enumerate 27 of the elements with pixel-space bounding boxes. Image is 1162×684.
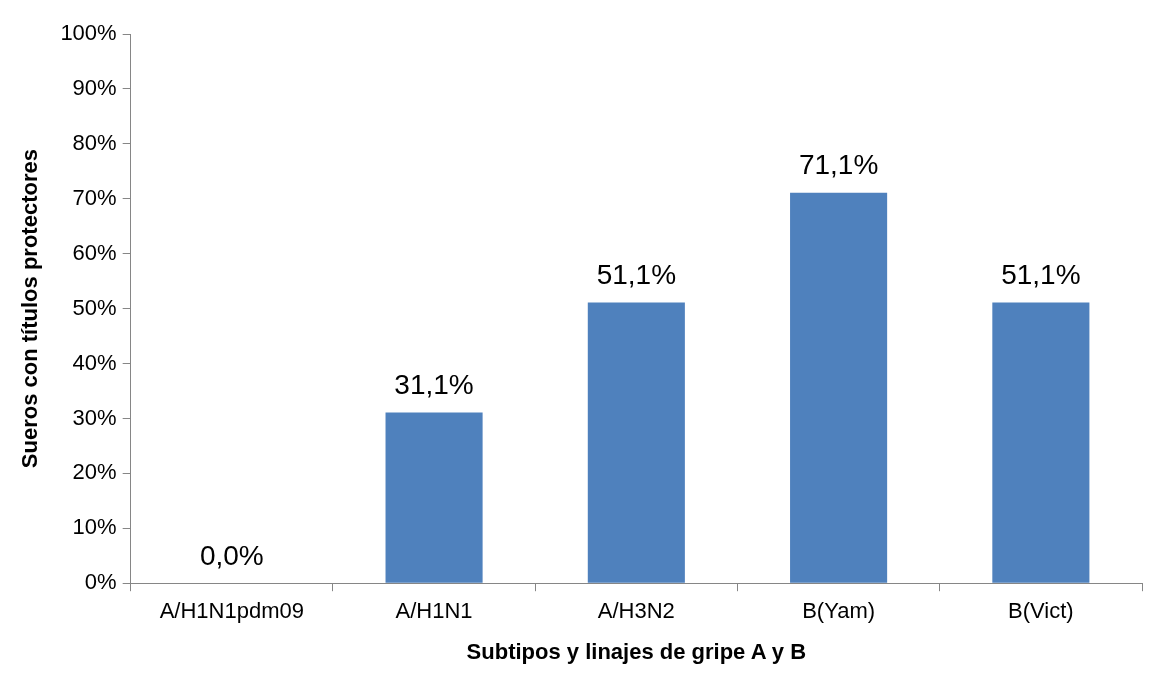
y-tick-label: 80% bbox=[72, 129, 117, 155]
data-label: 51,1% bbox=[596, 259, 677, 291]
x-tick-label: A/H3N2 bbox=[597, 598, 675, 624]
data-label: 31,1% bbox=[394, 369, 474, 401]
y-tick-label: 50% bbox=[72, 294, 117, 320]
x-tick-label: A/H1N1pdm09 bbox=[159, 598, 304, 624]
bar bbox=[790, 192, 888, 583]
y-axis-title: Sueros con títulos protectores bbox=[17, 149, 43, 469]
y-tick-label: 40% bbox=[72, 349, 117, 375]
y-tick-label: 0% bbox=[84, 569, 117, 595]
y-tick-label: 30% bbox=[72, 404, 117, 430]
x-tick-label: B(Yam) bbox=[802, 598, 876, 624]
y-tick-label: 20% bbox=[72, 459, 117, 485]
bar bbox=[385, 412, 483, 583]
x-axis-title: Subtipos y linajes de gripe A y B bbox=[466, 638, 807, 664]
y-tick-label: 10% bbox=[72, 514, 117, 540]
y-tick-label: 100% bbox=[60, 20, 117, 46]
y-tick-label: 70% bbox=[72, 184, 117, 210]
data-label: 71,1% bbox=[798, 149, 879, 181]
bar bbox=[992, 302, 1090, 583]
bar bbox=[587, 302, 685, 583]
x-tick-label: B(Vict) bbox=[1008, 598, 1074, 624]
x-tick-label: A/H1N1 bbox=[395, 598, 473, 624]
y-tick-label: 60% bbox=[72, 239, 117, 265]
data-label: 0,0% bbox=[199, 539, 264, 571]
y-tick-label: 90% bbox=[72, 74, 117, 100]
data-label: 51,1% bbox=[1001, 259, 1081, 291]
